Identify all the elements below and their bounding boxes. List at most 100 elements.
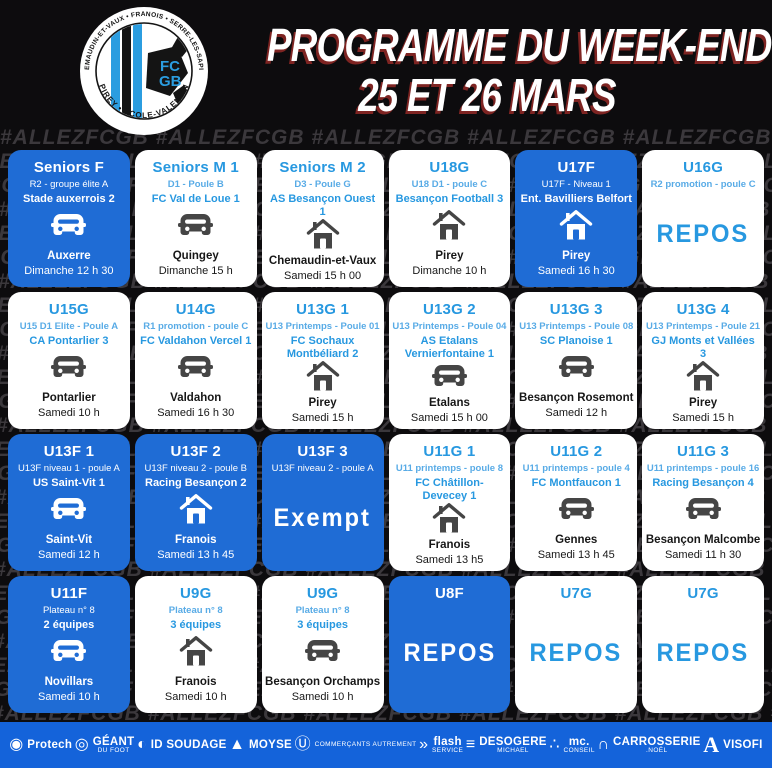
opponent-name: FC Val de Loue 1 [151, 193, 240, 205]
opponent-name: 3 équipes [170, 619, 222, 631]
sponsor-logo: ∩ CARROSSERIE .Noël [597, 736, 700, 755]
house-home-icon [306, 361, 340, 396]
sponsor-bar: ◉ Protech ◎ GÉANT du Foot ◐ ID SOUDAGE ▲… [0, 722, 772, 768]
match-card: U18G U18 D1 - poule C Besançon Football … [388, 150, 511, 287]
sponsor-logo: ◎ GÉANT du Foot [75, 736, 135, 755]
match-card: U13F 3 U13F niveau 2 - poule A [261, 434, 384, 571]
sponsor-name: DESOGERE [479, 735, 547, 748]
car-away-icon [177, 210, 214, 245]
match-location: Franois [174, 676, 217, 688]
match-location: Novillars [44, 676, 94, 688]
card-special-status: Exempt [273, 504, 372, 532]
competition-label: U13F niveau 2 - poule A [271, 463, 374, 474]
house-home-icon [179, 636, 213, 671]
match-card: U14G R1 promotion - poule C FC Valdahon … [134, 292, 257, 429]
opponent-name: AS Etalans Vernierfontaine 1 [404, 335, 495, 360]
match-card: U11G 3 U11 printemps - poule 16 Racing B… [642, 434, 764, 571]
opponent-name: Stade auxerrois 2 [23, 193, 115, 205]
team-name: U13F 1 [43, 443, 95, 460]
match-card: U17F U17F - Niveau 1 Ent. Bavilliers Bel… [515, 150, 638, 287]
team-name: U11F [50, 585, 88, 602]
match-card: U13F 2 U13F niveau 2 - poule B Racing Be… [134, 434, 257, 571]
car-away-icon [558, 494, 595, 529]
match-location: Pirey [435, 250, 464, 262]
team-name: U13G 2 [422, 301, 476, 318]
match-card: Seniors M 2 D3 - Poule G AS Besançon Oue… [261, 150, 384, 287]
car-away-icon [558, 352, 595, 387]
card-special-status: REPOS [403, 638, 496, 667]
protech-logo-icon: ◉ [9, 736, 24, 753]
sponsor-subtitle: Commerçants autrement [314, 740, 417, 748]
house-home-icon [179, 494, 213, 529]
match-location: Pirey [562, 250, 591, 262]
opponent-name: AS Besançon Ouest 1 [270, 193, 376, 218]
team-name: U13F 2 [170, 443, 221, 460]
match-card: U13F 1 U13F niveau 1 - poule A US Saint-… [8, 434, 130, 571]
match-time: Dimanche 15 h [158, 265, 233, 277]
team-name: U7G [560, 585, 592, 602]
hashtag-watermark-row: #ALLEZFCGB #ALLEZFCGB #ALLEZFCGB #ALLEZF… [0, 126, 772, 149]
moyse-mountains-icon: ▲ [229, 736, 245, 753]
team-name: U11G 3 [677, 443, 730, 460]
sponsor-name: Protech [27, 738, 73, 751]
opponent-name: FC Sochaux Montbéliard 2 [286, 335, 359, 360]
opponent-name: GJ Monts et Vallées 3 [651, 335, 755, 360]
club-crest-icon: FC GB CHEMAUDIN-ET-VAUX • FRANOIS • SERR… [75, 0, 208, 135]
competition-label: U13 Printemps - Poule 04 [392, 321, 507, 332]
match-time: Samedi 15 h 00 [410, 412, 488, 424]
u-commercants-logo-icon: Ⓤ [294, 736, 311, 753]
match-time: Samedi 11 h 30 [664, 549, 742, 561]
match-card: U13G 4 U13 Printemps - Poule 21 GJ Monts… [642, 292, 764, 429]
opponent-name: CA Pontarlier 3 [29, 335, 109, 347]
car-away-icon [177, 352, 214, 387]
match-time: Samedi 16 h 30 [537, 265, 615, 277]
match-location: Besançon Rosemont [519, 392, 634, 404]
title-line-1: PROGRAMME DU WEEK-END [267, 19, 772, 71]
match-time: Dimanche 10 h [412, 265, 487, 277]
match-location: Valdahon [170, 392, 222, 404]
team-name: U13F 3 [297, 443, 348, 460]
sponsor-name: flash [433, 735, 462, 748]
match-location: Etalans [428, 397, 470, 409]
match-location: Pirey [308, 397, 337, 409]
sponsor-logo: A VISOFI [703, 732, 762, 757]
competition-label: Plateau n° 8 [168, 605, 223, 616]
sponsor-logo: Ⓤ Commerçants autrement [295, 737, 417, 753]
match-card: U7G R [515, 576, 638, 713]
team-name: U9G [306, 585, 339, 602]
match-cards-grid: Seniors F R2 - groupe élite A Stade auxe… [8, 150, 764, 713]
opponent-name: FC Valdahon Vercel 1 [140, 335, 252, 347]
match-location: Saint-Vit [45, 534, 93, 546]
match-card: U16G R2 promotion - poule C [642, 150, 764, 287]
competition-label: U13 Printemps - Poule 01 [265, 321, 380, 332]
sponsor-logo: ◉ Protech [9, 737, 72, 753]
match-card: U13G 1 U13 Printemps - Poule 01 FC Socha… [261, 292, 384, 429]
desogere-stripes-icon: ≡ [465, 736, 476, 753]
carrosserie-noel-car-icon: ∩ [597, 736, 609, 753]
card-special-status: REPOS [656, 220, 750, 248]
team-name: U16G [683, 159, 724, 176]
team-name: U13G 3 [549, 301, 603, 318]
avisofi-a-icon: A [703, 732, 720, 757]
competition-label: U13F niveau 2 - poule B [144, 463, 247, 474]
title-line-2: 25 ET 26 MARS [358, 69, 616, 121]
team-name: U9G [180, 585, 212, 602]
competition-label: U13 Printemps - Poule 21 [646, 321, 761, 332]
sponsor-subtitle: service [432, 746, 464, 754]
competition-label: U15 D1 Elite - Poule A [19, 321, 119, 332]
match-location: Gennes [555, 534, 598, 546]
match-time: Samedi 15 h 00 [284, 270, 362, 282]
match-location: Besançon Malcombe [645, 534, 761, 546]
match-location: Franois [174, 534, 217, 546]
match-location: Pontarlier [42, 392, 96, 404]
competition-label: U17F - Niveau 1 [541, 179, 611, 190]
sponsor-logo: ◐ ID SOUDAGE [137, 737, 227, 753]
match-card: Seniors M 1 D1 - Poule B FC Val de Loue … [134, 150, 257, 287]
match-time: Samedi 15 h [672, 412, 734, 424]
team-name: U8F [434, 585, 464, 602]
match-location: Quingey [172, 250, 219, 262]
car-away-icon [304, 636, 341, 671]
sponsor-subtitle: .Noël [646, 746, 668, 754]
sponsor-subtitle: conseil [563, 746, 595, 754]
team-name: U14G [175, 301, 216, 318]
